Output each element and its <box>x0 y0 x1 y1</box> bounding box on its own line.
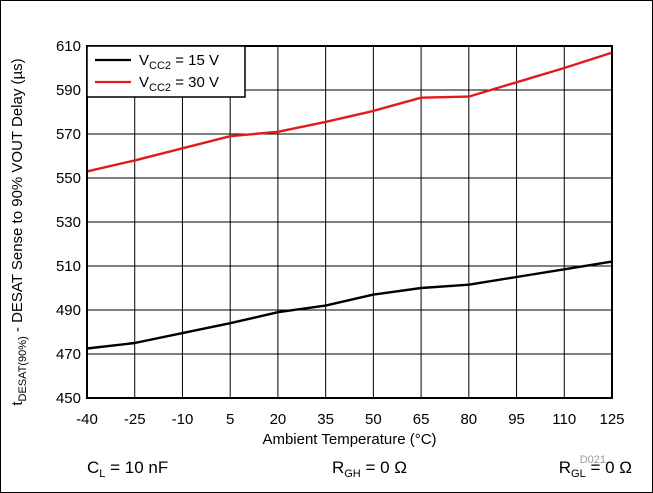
y-tick-label: 590 <box>56 82 81 99</box>
x-tick-label: 80 <box>460 411 477 428</box>
legend-box <box>86 45 246 98</box>
x-tick-labels: -40 -25 -10 5 20 35 50 65 80 95 110 125 <box>76 411 624 428</box>
x-tick-label: -40 <box>76 411 98 428</box>
x-tick-label: -25 <box>124 411 146 428</box>
y-tick-label: 510 <box>56 258 81 275</box>
x-tick-label: 20 <box>270 411 287 428</box>
series-line-1 <box>86 51 613 173</box>
y-tick-labels: 450 470 490 510 530 550 570 590 610 <box>56 38 81 407</box>
y-tick-label: 450 <box>56 390 81 407</box>
legend-label-30v: VCC2 = 30 V <box>139 74 219 94</box>
plot-area <box>86 45 613 399</box>
series-line-0 <box>86 260 613 350</box>
grid <box>86 45 613 399</box>
y-tick-label: 470 <box>56 346 81 363</box>
x-tick-label: -10 <box>172 411 194 428</box>
figure-id: D021 <box>580 454 606 466</box>
x-tick-label: 35 <box>317 411 334 428</box>
legend: VCC2 = 15 V VCC2 = 30 V <box>86 45 246 98</box>
condition-cl: CL = 10 nF <box>87 458 168 480</box>
x-tick-label: 50 <box>365 411 382 428</box>
y-tick-label: 490 <box>56 302 81 319</box>
x-tick-label: 95 <box>508 411 525 428</box>
y-tick-label: 530 <box>56 214 81 231</box>
y-axis-label-prefix: t <box>9 401 26 406</box>
x-tick-label: 125 <box>599 411 624 428</box>
condition-rgl: RGL = 0 Ω <box>559 458 632 480</box>
x-tick-label: 65 <box>413 411 430 428</box>
y-tick-label: 550 <box>56 170 81 187</box>
y-axis-label-sub: DESAT(90%) <box>17 336 29 401</box>
series-lines <box>86 51 613 350</box>
y-tick-label: 570 <box>56 126 81 143</box>
x-tick-label: 110 <box>552 411 576 428</box>
y-tick-label: 610 <box>56 38 81 55</box>
x-tick-label: 5 <box>226 411 234 428</box>
x-axis-label: Ambient Temperature (°C) <box>262 431 436 448</box>
y-axis-label-suffix: - DESAT Sense to 90% VOUT Delay (µs) <box>9 58 26 336</box>
condition-rgh: RGH = 0 Ω <box>332 458 407 480</box>
legend-label-15v: VCC2 = 15 V <box>139 52 219 72</box>
y-axis-label: tDESAT(90%) - DESAT Sense to 90% VOUT De… <box>9 58 29 405</box>
